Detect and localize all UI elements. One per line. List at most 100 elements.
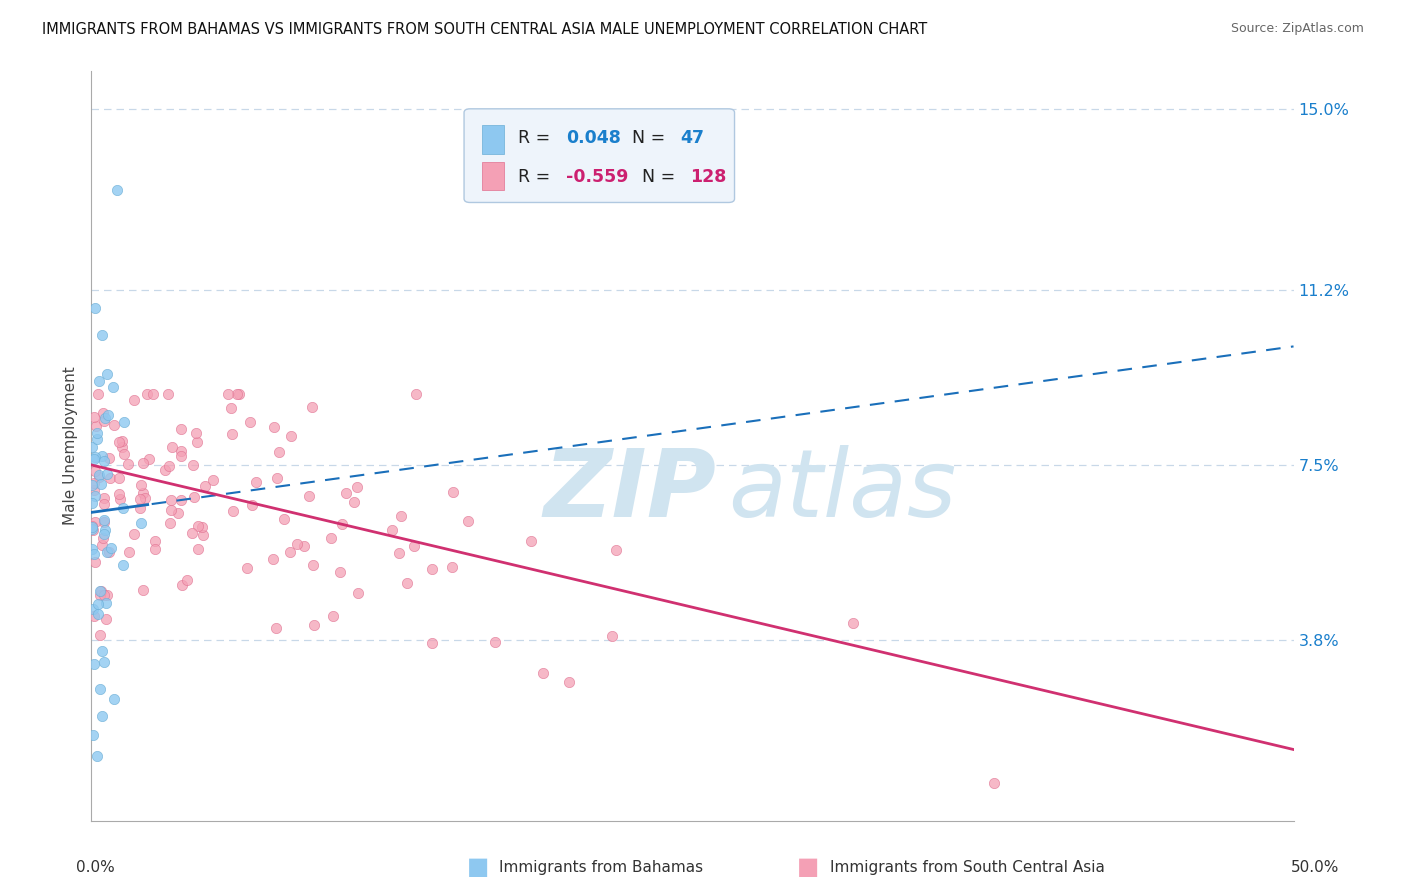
Point [80,542,103,557]
Point [129,516,152,530]
Point [600,629,623,643]
Point [143,533,166,548]
Point [170,577,193,591]
Point [97,451,120,466]
Point [83,451,105,466]
Point [142,387,165,401]
Point [217,387,239,401]
Text: Immigrants from South Central Asia: Immigrants from South Central Asia [830,860,1105,874]
Point [169,444,191,458]
Point [89,588,111,602]
Text: IMMIGRANTS FROM BAHAMAS VS IMMIGRANTS FROM SOUTH CENTRAL ASIA MALE UNEMPLOYMENT : IMMIGRANTS FROM BAHAMAS VS IMMIGRANTS FR… [42,22,928,37]
Point [143,541,166,556]
Point [138,451,160,466]
Point [91,327,114,342]
Text: 128: 128 [690,169,727,186]
Point [86,432,108,446]
Point [129,478,152,492]
Point [107,470,129,484]
Point [82,478,104,492]
Point [93,524,115,538]
Point [388,547,411,561]
Point [301,558,323,572]
Y-axis label: Male Unemployment: Male Unemployment [63,367,79,525]
Point [219,401,242,415]
Text: atlas: atlas [728,445,956,536]
Point [273,512,295,526]
Point [93,411,115,425]
Point [82,523,104,537]
Point [319,532,342,546]
Point [381,523,404,537]
Point [89,681,111,696]
Point [118,545,141,559]
Point [420,562,443,576]
Point [93,491,115,505]
Point [86,749,108,764]
Point [84,490,107,504]
Point [170,421,193,435]
Point [107,487,129,501]
Point [222,504,245,518]
Point [86,419,108,434]
Point [156,387,179,401]
Point [90,449,112,463]
Point [983,775,1005,789]
Point [266,471,288,485]
Point [87,607,110,621]
Point [86,425,108,440]
Point [132,583,155,598]
Point [190,520,212,534]
Point [346,479,368,493]
Point [240,498,263,512]
Point [101,380,124,394]
Point [131,486,153,500]
Point [236,561,259,575]
Point [90,708,112,723]
Point [98,471,121,485]
Point [159,516,181,531]
Point [842,615,865,630]
Point [93,588,115,602]
Point [93,454,115,468]
Point [170,449,193,463]
Point [531,666,554,681]
Point [262,552,284,566]
Point [89,467,111,482]
Point [111,440,134,454]
Point [187,519,209,533]
Point [396,575,419,590]
Point [221,427,243,442]
Point [346,586,368,600]
Point [84,515,107,529]
Point [93,655,115,669]
Point [322,608,344,623]
Point [117,458,139,472]
Point [134,491,156,506]
Point [96,367,118,381]
Point [89,583,111,598]
Point [112,501,135,516]
Point [90,476,112,491]
Point [90,584,112,599]
Point [298,489,321,503]
Point [605,543,627,558]
Point [389,509,412,524]
FancyBboxPatch shape [464,109,734,202]
Point [128,501,150,516]
Point [166,506,188,520]
Point [228,387,250,401]
Point [176,573,198,587]
Point [187,542,209,557]
Point [170,493,193,508]
Point [122,393,145,408]
Point [80,522,103,536]
Text: ■: ■ [797,855,820,879]
Point [292,539,315,553]
Point [278,545,301,559]
Point [93,414,115,428]
Point [87,374,110,388]
Point [91,531,114,545]
Point [162,440,184,454]
Point [342,494,364,508]
